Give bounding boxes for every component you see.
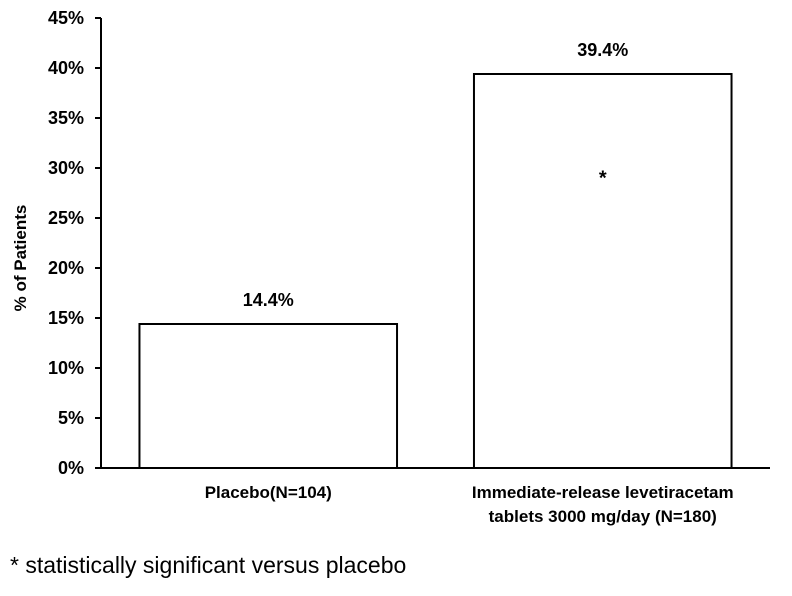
y-tick-label: 15% bbox=[48, 308, 84, 328]
y-tick-label: 45% bbox=[48, 8, 84, 28]
category-labels: Placebo(N=104) Immediate-release levetira… bbox=[205, 483, 734, 526]
category-label: Immediate-release levetiracetam bbox=[472, 483, 734, 502]
y-tick-label: 5% bbox=[58, 408, 84, 428]
bar bbox=[138, 323, 399, 469]
y-axis-label: % of Patients bbox=[11, 205, 30, 312]
y-tick-label: 30% bbox=[48, 158, 84, 178]
bar-value-label: 39.4% bbox=[577, 40, 628, 60]
y-tick-label: 25% bbox=[48, 208, 84, 228]
bar bbox=[472, 73, 733, 469]
bar-value-label: 14.4% bbox=[243, 290, 294, 310]
y-tick-label: 20% bbox=[48, 258, 84, 278]
bar-chart: 0% 5% 10% 15% 20% 25% 30% 35% 40% 45% 14.4% 39.4% *… bbox=[11, 8, 770, 526]
category-label: tablets 3000 mg/day (N=180) bbox=[489, 507, 717, 526]
y-tick-label: 35% bbox=[48, 108, 84, 128]
category-label: Placebo(N=104) bbox=[205, 483, 332, 502]
y-tick-label: 0% bbox=[58, 458, 84, 478]
y-tick-label: 10% bbox=[48, 358, 84, 378]
significance-marker: * bbox=[599, 167, 607, 189]
bars bbox=[138, 73, 733, 469]
y-tick-label: 40% bbox=[48, 58, 84, 78]
footnote: * statistically significant versus place… bbox=[10, 552, 407, 578]
y-axis-ticks: 0% 5% 10% 15% 20% 25% 30% 35% 40% 45% bbox=[48, 8, 101, 478]
data-labels: 14.4% 39.4% * bbox=[243, 40, 629, 310]
